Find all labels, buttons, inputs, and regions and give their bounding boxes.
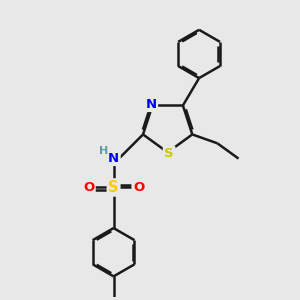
- Text: S: S: [108, 180, 119, 195]
- Text: N: N: [146, 98, 157, 110]
- Text: O: O: [83, 181, 94, 194]
- Text: N: N: [108, 152, 119, 164]
- Text: O: O: [133, 181, 144, 194]
- Text: S: S: [164, 147, 174, 160]
- Text: H: H: [99, 146, 108, 156]
